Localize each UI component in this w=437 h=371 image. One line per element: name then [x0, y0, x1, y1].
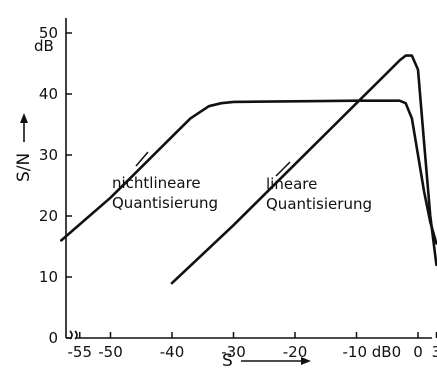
annotation-linear-line2: Quantisierung — [266, 195, 372, 213]
x-ticks: -55 -50 -40 -30 -20 -10 dB0 0 3 — [68, 332, 437, 361]
y-axis-title: S/N — [14, 153, 34, 182]
annotation-linear-line1: lineare — [266, 175, 317, 193]
y-tick-label: 30 — [39, 146, 58, 164]
series-line-linear — [170, 54, 437, 285]
annotation-leader-linear — [275, 161, 291, 177]
y-tick-label: 50 — [39, 24, 58, 42]
x-tick-label: -50 — [98, 343, 123, 361]
x-axis-title-group: S — [222, 351, 311, 371]
annotation-nonlinear-line1: nichtlineare — [112, 174, 201, 192]
y-axis-arrow-head — [20, 113, 28, 123]
y-tick-label: 20 — [39, 207, 58, 225]
x-axis-arrow-head — [301, 357, 311, 365]
x-tick-label: -40 — [160, 343, 185, 361]
annotation-leader-nonlinear — [135, 151, 149, 167]
y-tick-label: 10 — [39, 268, 58, 286]
y-axis-title-group: S/N — [14, 113, 34, 182]
x-tick-label: 3 — [432, 343, 437, 361]
x-tick-label: -55 — [68, 343, 93, 361]
y-tick-label: 40 — [39, 85, 58, 103]
x-axis-title: S — [222, 351, 233, 371]
y-unit-label: dB — [34, 37, 54, 55]
x-tick-label: -10 dB0 — [343, 343, 402, 361]
annotation-nonlinear-line2: Quantisierung — [112, 194, 218, 212]
y-ticks: 0 10 20 30 40 50 — [39, 24, 72, 347]
y-tick-label: 0 — [48, 329, 58, 347]
x-tick-label: 0 — [413, 343, 423, 361]
x-tick-label: -20 — [283, 343, 308, 361]
series-line-nonlinear — [60, 99, 437, 245]
x-tick-label: -30 — [221, 343, 246, 361]
